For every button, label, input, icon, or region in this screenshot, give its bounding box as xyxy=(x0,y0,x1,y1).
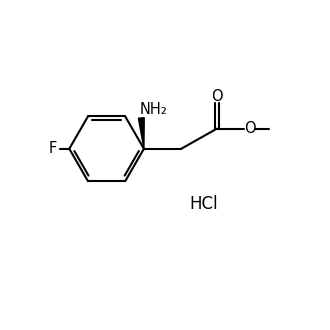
Text: F: F xyxy=(49,141,57,156)
Text: O: O xyxy=(245,121,256,136)
Text: NH₂: NH₂ xyxy=(140,102,168,117)
Text: HCl: HCl xyxy=(190,195,218,213)
Text: O: O xyxy=(211,89,223,104)
Polygon shape xyxy=(138,118,144,149)
